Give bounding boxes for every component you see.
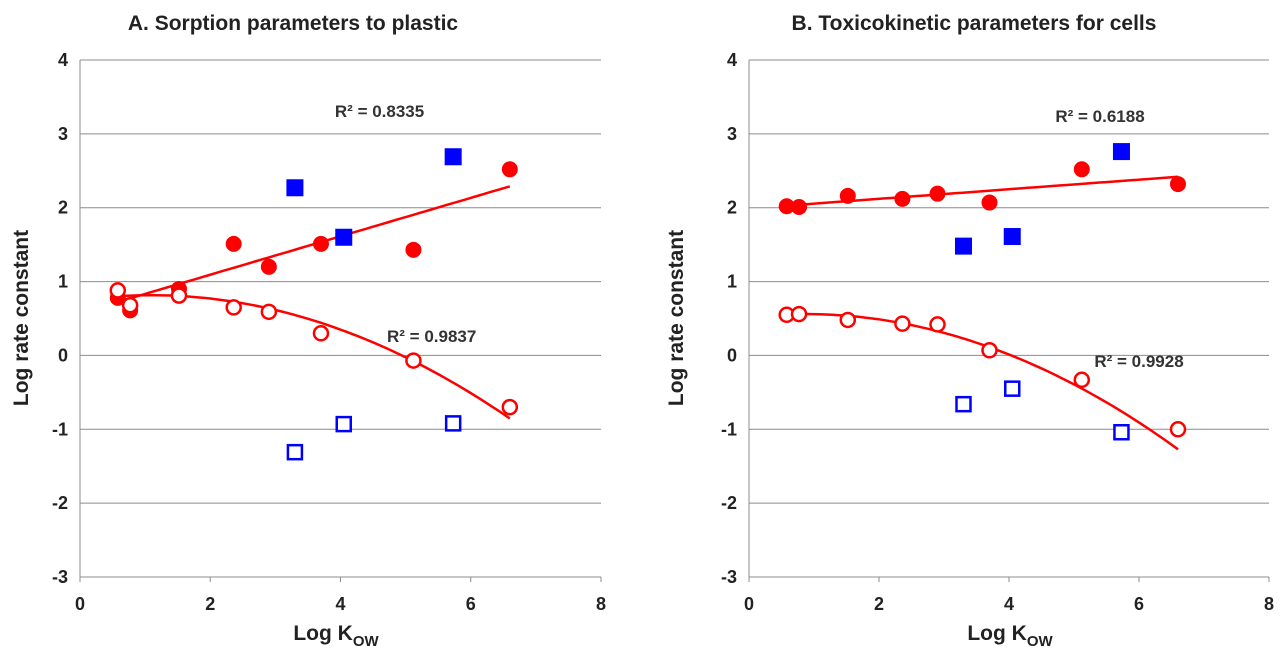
data-point-filled-square [335, 228, 353, 246]
data-point-open-circle [225, 299, 242, 316]
y-tick-label: -3 [721, 567, 737, 587]
data-point-filled-circle [312, 235, 329, 252]
y-tick-label: 1 [58, 272, 68, 292]
chart-title-a: A. Sorption parameters to plastic [128, 12, 459, 35]
data-point-open-circle [790, 305, 808, 323]
x-axis-label-b: Log KOW [967, 622, 1053, 650]
data-point-open-square [1004, 380, 1021, 397]
x-tick-label: 6 [466, 594, 476, 614]
x-axis-label-a: Log KOW [293, 622, 379, 650]
data-point-open-circle [121, 296, 139, 314]
data-point-open-circle [405, 352, 422, 369]
x-tick-label: 8 [596, 594, 606, 614]
x-tick-label: 0 [75, 594, 85, 614]
x-axis-label-sub-a: OW [353, 633, 380, 650]
data-point-open-square [444, 415, 462, 432]
data-point-open-circle [109, 282, 127, 299]
data-point-filled-circle [839, 187, 856, 204]
y-tick-label: 4 [727, 50, 737, 70]
data-point-open-circle [1169, 421, 1187, 438]
data-point-filled-circle [929, 185, 946, 202]
data-point-filled-circle [894, 190, 911, 207]
data-point-open-square [955, 395, 972, 413]
data-point-open-circle [312, 325, 330, 342]
data-point-filled-square [955, 237, 972, 255]
chart-panel-b: B. Toxicokinetic parameters for cells Lo… [665, 12, 1274, 650]
r-squared-label: R² = 0.8335 [335, 102, 424, 121]
x-tick-label: 8 [1264, 594, 1274, 614]
data-point-open-circle [501, 398, 519, 416]
chart-title-b: B. Toxicokinetic parameters for cells [792, 12, 1157, 35]
data-point-open-circle [929, 316, 946, 333]
y-tick-label: -1 [52, 419, 68, 439]
y-axis-label-a: Log rate constant [10, 230, 33, 406]
data-point-filled-square [1112, 143, 1130, 161]
data-point-open-square [335, 415, 353, 433]
data-point-open-circle [894, 315, 911, 332]
x-tick-label: 0 [744, 594, 754, 614]
data-point-filled-square [286, 179, 304, 197]
data-point-open-circle [839, 311, 857, 329]
x-tick-label: 2 [205, 594, 215, 614]
y-tick-label: 2 [58, 198, 68, 218]
data-point-open-square [1113, 423, 1130, 441]
r-squared-label: R² = 0.6188 [1055, 107, 1144, 126]
x-tick-label: 6 [1134, 594, 1144, 614]
x-tick-label: 2 [874, 594, 884, 614]
data-point-filled-square [444, 148, 462, 166]
trendline-quadratic [117, 293, 511, 420]
data-point-filled-circle [1170, 176, 1186, 193]
x-axis-label-sub-b: OW [1027, 633, 1054, 650]
r-squared-label: R² = 0.9928 [1094, 352, 1183, 371]
data-point-open-circle [1073, 371, 1091, 389]
x-axis-label-main-a: Log K [293, 622, 352, 645]
data-point-filled-circle [1073, 161, 1090, 178]
data-point-open-square [286, 443, 304, 461]
y-tick-label: 3 [727, 124, 737, 144]
y-tick-label: 0 [58, 345, 68, 365]
data-point-filled-square [1003, 228, 1021, 246]
y-tick-label: 3 [58, 124, 68, 144]
data-point-filled-circle [791, 198, 808, 215]
data-point-filled-circle [981, 194, 998, 211]
x-tick-label: 4 [335, 594, 345, 614]
y-tick-label: -3 [52, 567, 68, 587]
data-point-open-circle [981, 342, 998, 359]
chart-panel-a: A. Sorption parameters to plastic Log ra… [10, 12, 606, 650]
data-point-open-circle [170, 287, 188, 304]
data-point-filled-circle [260, 258, 277, 275]
data-point-filled-circle [405, 241, 422, 258]
y-tick-label: -1 [721, 419, 737, 439]
data-point-filled-circle [225, 235, 242, 252]
y-tick-label: 1 [727, 272, 737, 292]
data-point-filled-circle [501, 161, 518, 178]
y-tick-label: 2 [727, 198, 737, 218]
data-point-open-circle [260, 303, 278, 321]
r-squared-label: R² = 0.9837 [387, 327, 476, 346]
x-tick-label: 4 [1004, 594, 1014, 614]
y-axis-label-b: Log rate constant [665, 230, 688, 406]
y-tick-label: 4 [58, 50, 68, 70]
y-tick-label: -2 [721, 493, 737, 513]
x-axis-label-main-b: Log K [967, 622, 1026, 645]
y-tick-label: 0 [727, 345, 737, 365]
y-tick-label: -2 [52, 493, 68, 513]
